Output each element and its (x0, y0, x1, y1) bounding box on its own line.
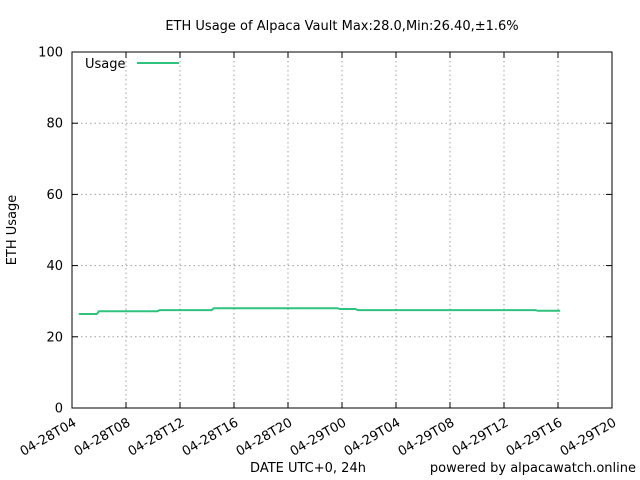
x-tick-label: 04-29T16 (504, 415, 565, 459)
x-tick-label: 04-28T04 (18, 415, 79, 459)
x-tick-label: 04-29T04 (342, 415, 403, 459)
series-line-usage (78, 307, 561, 315)
y-axis-label: ETH Usage (5, 195, 20, 266)
legend: Usage (85, 57, 179, 72)
x-axis: 04-28T0404-28T0804-28T1204-28T1604-28T20… (18, 52, 619, 460)
x-tick-label: 04-29T20 (558, 415, 619, 459)
x-axis-label: DATE UTC+0, 24h (250, 461, 366, 476)
y-axis: 0 20 40 60 80 100 (38, 46, 612, 417)
series-layer (78, 307, 561, 315)
x-tick-label: 04-28T08 (72, 415, 133, 459)
grid (72, 52, 612, 408)
chart-title: ETH Usage of Alpaca Vault Max:28.0,Min:2… (165, 19, 518, 34)
y-tick-label: 0 (55, 402, 63, 417)
x-tick-label: 04-29T08 (396, 415, 457, 459)
x-tick-label: 04-28T20 (234, 415, 295, 459)
x-tick-label: 04-28T16 (180, 415, 241, 459)
x-tick-label: 04-29T12 (450, 415, 511, 459)
legend-label: Usage (85, 57, 126, 72)
y-tick-label: 80 (46, 117, 63, 132)
y-tick-label: 20 (46, 330, 63, 345)
y-tick-label: 40 (46, 259, 63, 274)
y-tick-label: 60 (46, 188, 63, 203)
x-tick-label: 04-29T00 (288, 415, 349, 459)
y-tick-label: 100 (38, 46, 63, 61)
footer-credit: powered by alpacawatch.online (430, 461, 636, 476)
x-tick-label: 04-28T12 (126, 415, 187, 459)
